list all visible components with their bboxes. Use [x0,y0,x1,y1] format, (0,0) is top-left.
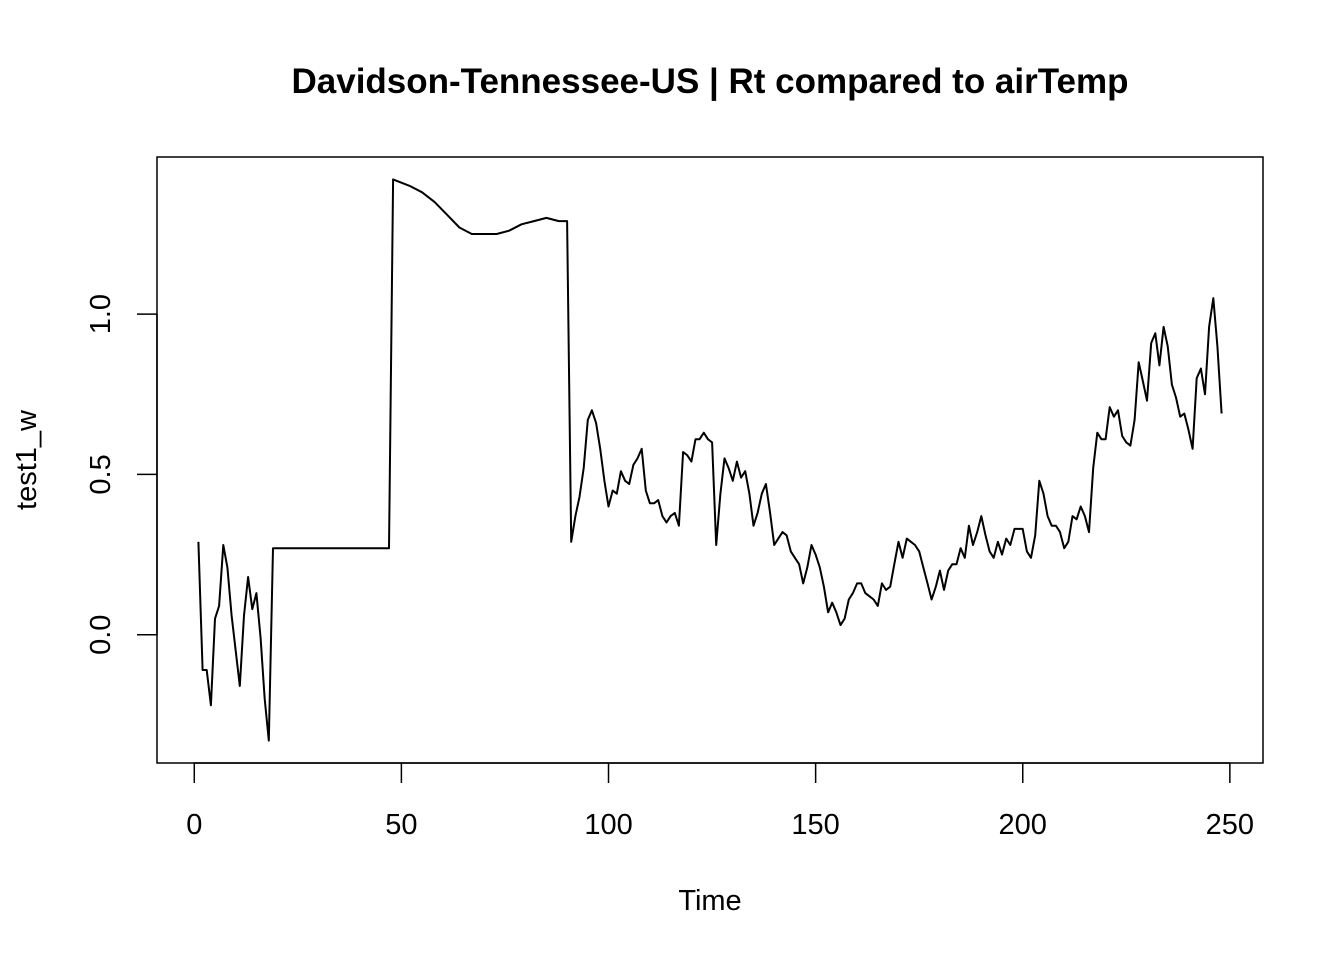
x-tick-label: 200 [999,809,1047,841]
x-tick-label: 50 [385,809,417,841]
plot-frame [156,156,1264,764]
x-tick-label: 0 [186,809,202,841]
y-tick-label: 0.0 [85,615,117,655]
series-line [197,178,1223,742]
x-axis: 0 50 100 150 200 250 [186,762,1254,841]
y-axis: 0.0 0.5 1.0 [85,294,158,655]
x-tick-label: 150 [791,809,839,841]
x-axis-label: Time [678,885,741,917]
y-tick-label: 0.5 [85,454,117,494]
x-tick-label: 250 [1206,809,1254,841]
series-layer [197,178,1223,742]
y-tick-label: 1.0 [85,294,117,334]
chart-title: Davidson-Tennessee-US | Rt compared to a… [291,62,1128,101]
x-tick-label: 100 [584,809,632,841]
y-axis-label: test1_w [11,409,43,510]
